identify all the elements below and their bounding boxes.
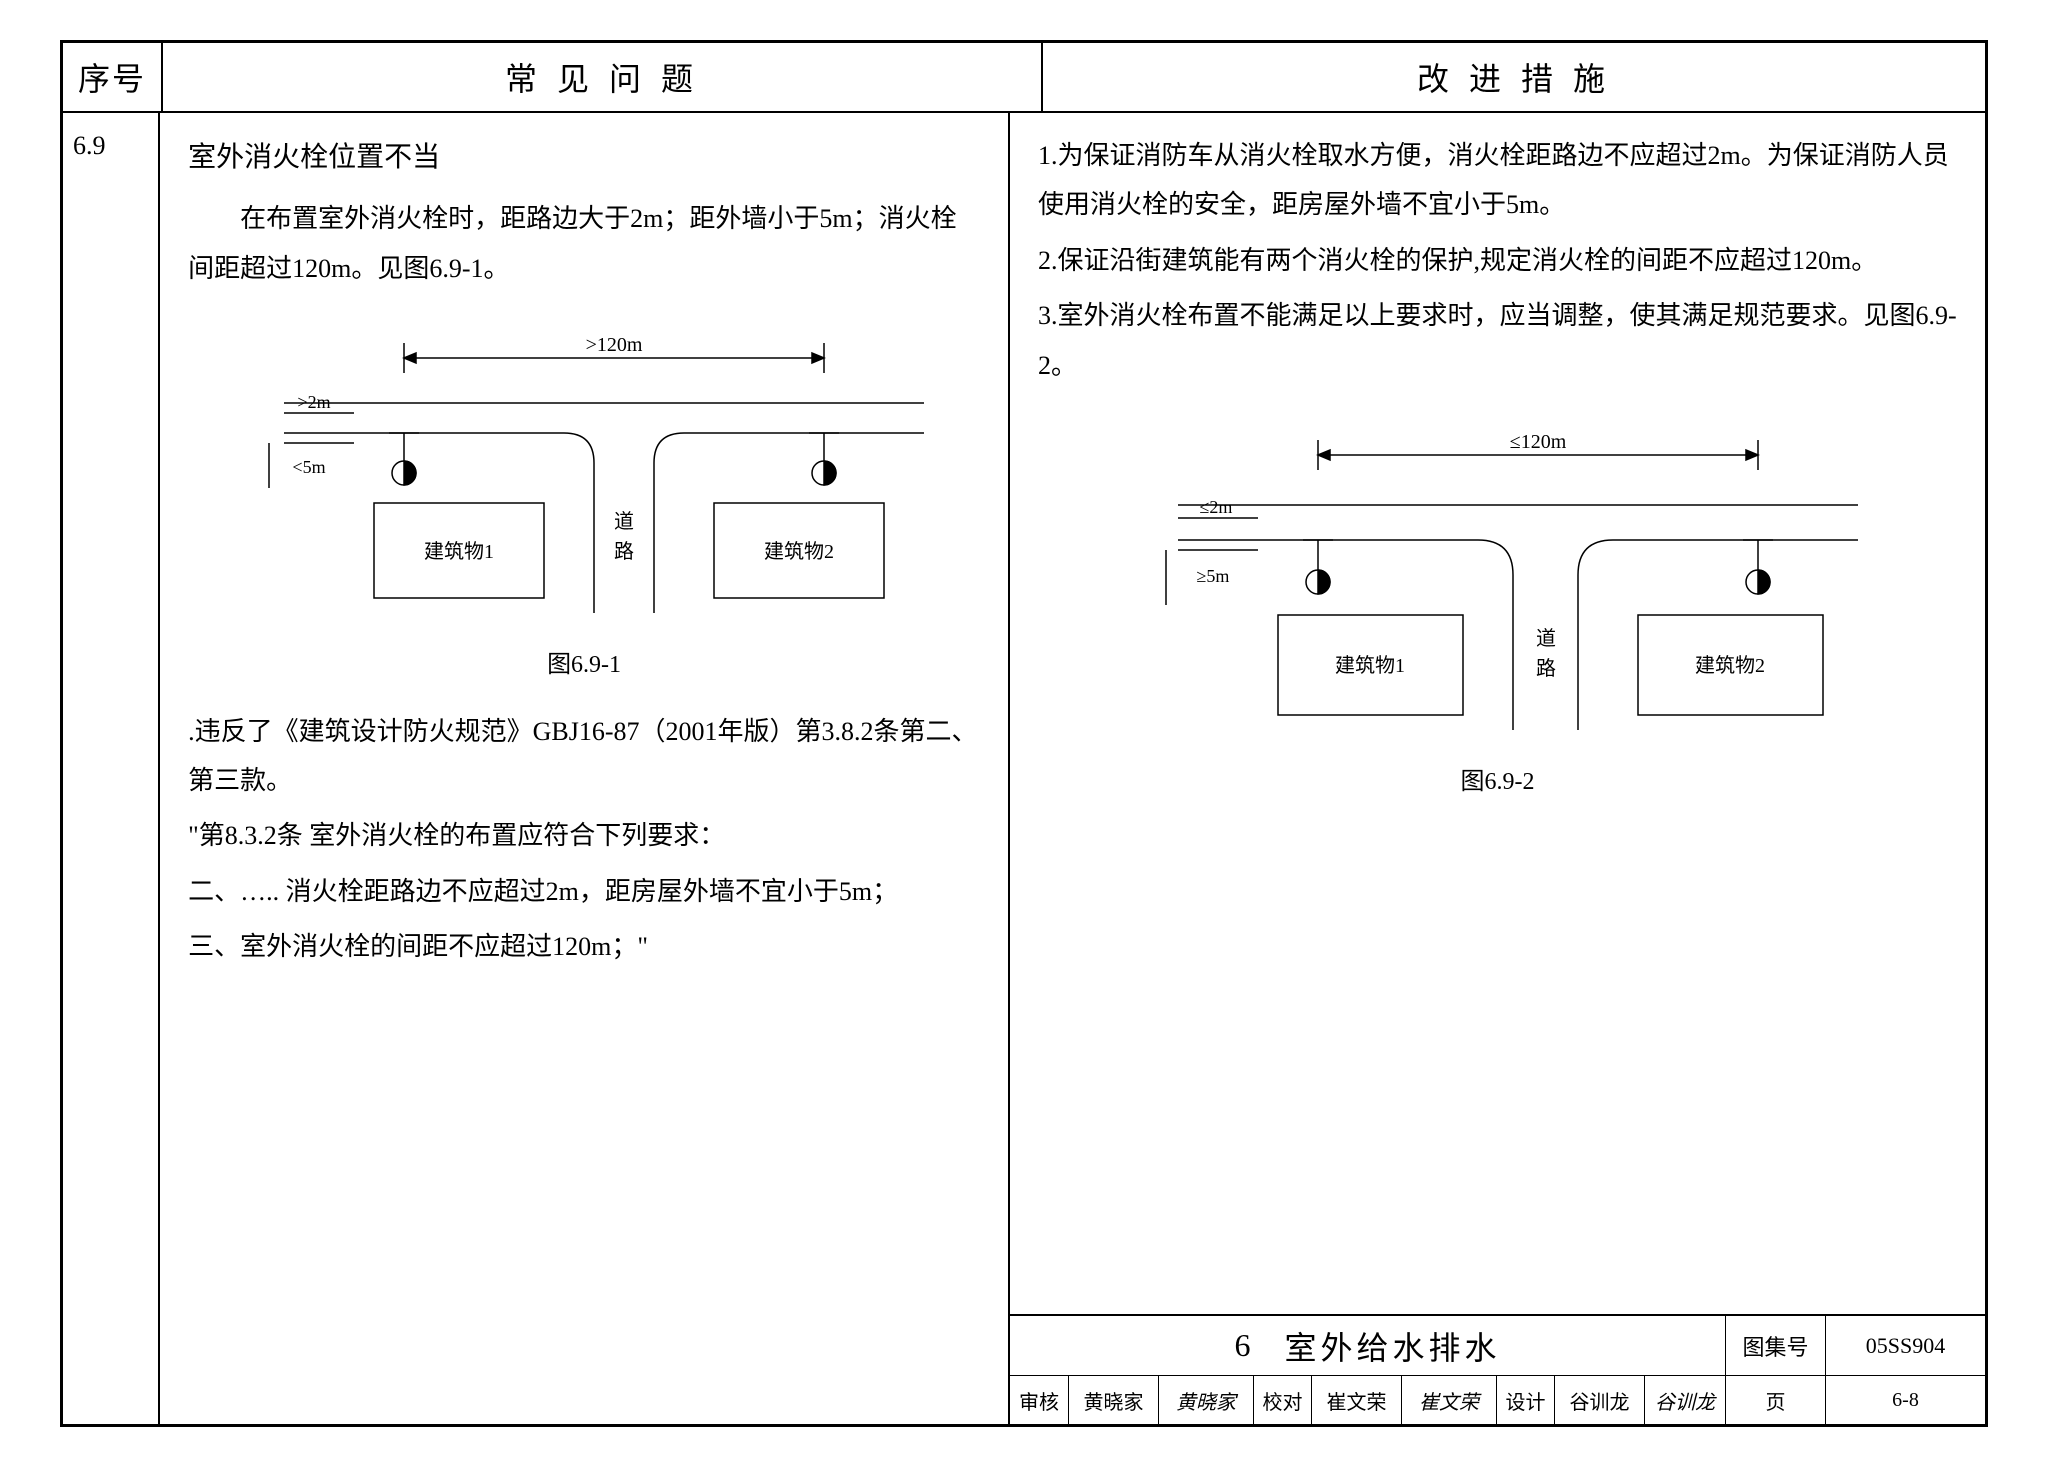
section-title: 室外给水排水 xyxy=(1284,1323,1500,1369)
problem-ref2: "第8.3.2条 室外消火栓的布置应符合下列要求： xyxy=(188,811,980,860)
d2-dist-side2: ≥5m xyxy=(1196,566,1229,586)
review-name: 黄晓家 xyxy=(1068,1376,1158,1424)
problem-title: 室外消火栓位置不当 xyxy=(188,131,980,184)
problem-cell: 室外消火栓位置不当 在布置室外消火栓时，距路边大于2m；距外墙小于5m；消火栓间… xyxy=(160,113,1010,1424)
hydrant-icon xyxy=(1303,540,1333,594)
footer-row1: 6 室外给水排水 图集号 05SS904 xyxy=(1010,1316,1985,1376)
problem-ref1: .违反了《建筑设计防火规范》GBJ16-87（2001年版）第3.8.2条第二、… xyxy=(188,707,980,806)
diagram2-caption: 图6.9-2 xyxy=(1038,760,1957,806)
hydrant-icon xyxy=(1743,540,1773,594)
header-problem: 常 见 问 题 xyxy=(163,43,1043,111)
footer-block: 6 室外给水排水 图集号 05SS904 审核 黄晓家 黄晓家 校对 崔文荣 崔… xyxy=(1010,1314,1985,1424)
d1-dist-side2: <5m xyxy=(292,457,325,477)
problem-ref3: 二、….. 消火栓距路边不应超过2m，距房屋外墙不宜小于5m； xyxy=(188,867,980,916)
d2-building1: 建筑物1 xyxy=(1335,654,1405,677)
d1-road-label1: 道 xyxy=(614,510,634,533)
d1-dist-top: >120m xyxy=(586,334,643,356)
diagram1-caption: 图6.9-1 xyxy=(188,643,980,689)
improve-p3: 3.室外消火栓布置不能满足以上要求时，应当调整，使其满足规范要求。见图6.9-2… xyxy=(1038,291,1957,390)
check-sig: 崔文荣 xyxy=(1401,1376,1496,1424)
book-no: 05SS904 xyxy=(1825,1316,1985,1375)
footer-row2: 审核 黄晓家 黄晓家 校对 崔文荣 崔文荣 设计 谷训龙 谷训龙 页 6-8 xyxy=(1010,1376,1985,1424)
d1-dist-side1: >2m xyxy=(297,392,330,412)
diagram-6-9-2: ≤120m ≤2m ≥5m xyxy=(1118,410,1878,750)
header-seq: 序号 xyxy=(63,43,163,111)
hydrant-icon xyxy=(389,433,419,485)
page-label: 页 xyxy=(1725,1376,1825,1424)
d2-road-label2: 路 xyxy=(1536,657,1556,680)
d2-dist-side1: ≤2m xyxy=(1199,497,1232,517)
d1-building1: 建筑物1 xyxy=(424,540,494,563)
page-no: 6-8 xyxy=(1825,1376,1985,1424)
d2-road-label1: 道 xyxy=(1536,627,1556,650)
problem-p1: 在布置室外消火栓时，距路边大于2m；距外墙小于5m；消火栓间距超过120m。见图… xyxy=(188,194,980,293)
check-label: 校对 xyxy=(1253,1376,1311,1424)
d2-dist-top: ≤120m xyxy=(1509,431,1566,453)
page-frame: 序号 常 见 问 题 改 进 措 施 6.9 室外消火栓位置不当 在布置室外消火… xyxy=(60,40,1988,1427)
book-label: 图集号 xyxy=(1725,1316,1825,1375)
table-header: 序号 常 见 问 题 改 进 措 施 xyxy=(63,43,1985,113)
design-name: 谷训龙 xyxy=(1554,1376,1644,1424)
problem-ref4: 三、室外消火栓的间距不应超过120m；" xyxy=(188,922,980,971)
footer-title: 6 室外给水排水 xyxy=(1010,1316,1725,1375)
section-no: 6 xyxy=(1234,1327,1254,1364)
d1-road-label2: 路 xyxy=(614,540,634,563)
improve-p2: 2.保证沿街建筑能有两个消火栓的保护,规定消火栓的间距不应超过120m。 xyxy=(1038,236,1957,285)
table-body-row: 6.9 室外消火栓位置不当 在布置室外消火栓时，距路边大于2m；距外墙小于5m；… xyxy=(63,113,1985,1424)
review-label: 审核 xyxy=(1010,1376,1068,1424)
design-label: 设计 xyxy=(1496,1376,1554,1424)
improve-p1: 1.为保证消防车从消火栓取水方便，消火栓距路边不应超过2m。为保证消防人员使用消… xyxy=(1038,131,1957,230)
seq-number: 6.9 xyxy=(63,113,160,1424)
design-sig: 谷训龙 xyxy=(1644,1376,1725,1424)
d1-building2: 建筑物2 xyxy=(764,540,834,563)
d2-building2: 建筑物2 xyxy=(1695,654,1765,677)
hydrant-icon xyxy=(809,433,839,485)
header-improve: 改 进 措 施 xyxy=(1043,43,1985,111)
diagram-6-9-1: >120m >2m <5m xyxy=(224,313,944,633)
check-name: 崔文荣 xyxy=(1311,1376,1401,1424)
improve-cell: 1.为保证消防车从消火栓取水方便，消火栓距路边不应超过2m。为保证消防人员使用消… xyxy=(1010,113,1985,1424)
review-sig: 黄晓家 xyxy=(1158,1376,1253,1424)
